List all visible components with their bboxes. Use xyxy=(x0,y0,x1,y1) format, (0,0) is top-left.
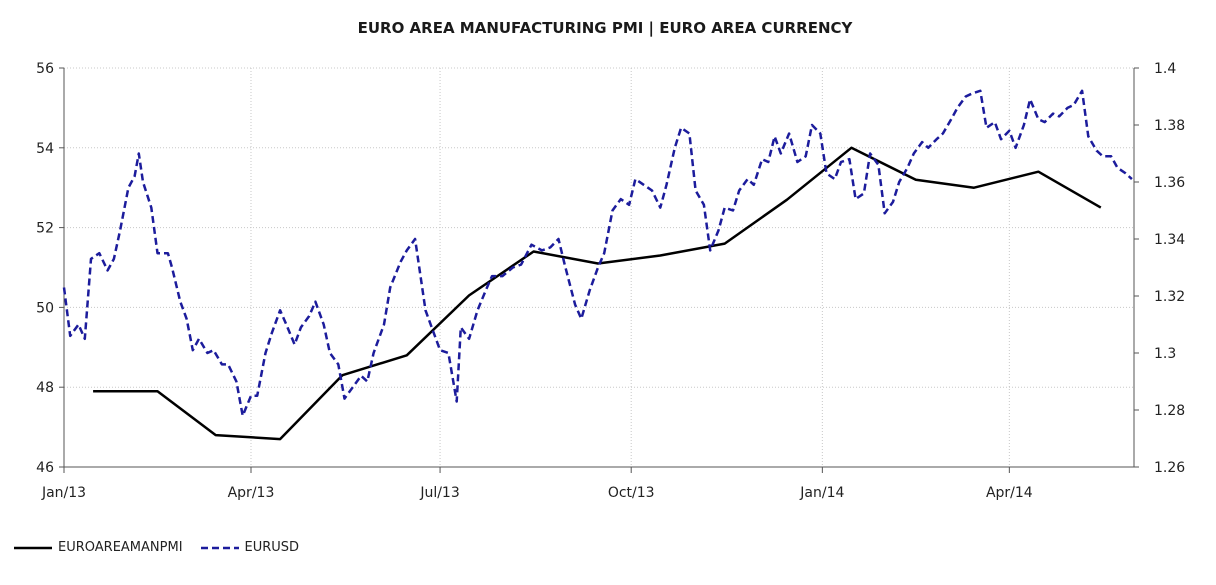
x-tick-label: Apr/13 xyxy=(228,485,275,501)
legend-label-pmi: EUROAREAMANPMI xyxy=(58,540,183,555)
y-left-tick-label: 50 xyxy=(36,300,54,316)
legend-item-eurusd: EURUSD xyxy=(200,540,300,555)
x-tick-label: Jul/13 xyxy=(419,485,459,501)
y-left-tick-label: 48 xyxy=(36,380,54,396)
x-tick-label: Oct/13 xyxy=(608,485,655,501)
y-right-tick-label: 1.26 xyxy=(1154,460,1185,476)
y-right-tick-label: 1.28 xyxy=(1154,403,1185,419)
legend-label-eurusd: EURUSD xyxy=(244,540,300,555)
y-left-tick-label: 54 xyxy=(36,141,54,157)
y-right-tick-label: 1.4 xyxy=(1154,61,1176,77)
y-right-tick-label: 1.36 xyxy=(1154,175,1185,191)
series-layer xyxy=(62,89,1133,441)
axes: Jan/13 Apr/13 Jul/13 Oct/13 Jan/14 Apr/14 46 48… xyxy=(36,61,1185,501)
x-tick-label: Jan/14 xyxy=(799,485,844,501)
y-right-tick-label: 1.32 xyxy=(1154,289,1185,305)
y-left-tick-label: 52 xyxy=(36,221,54,237)
y-right-tick-label: 1.34 xyxy=(1154,232,1185,248)
y-left-tick-label: 56 xyxy=(36,61,54,77)
legend: EUROAREAMANPMI EURUSD xyxy=(14,540,317,555)
legend-item-pmi: EUROAREAMANPMI xyxy=(14,540,183,555)
chart-title: EURO AREA MANUFACTURING PMI | EURO AREA … xyxy=(358,19,854,38)
x-tick-label: Apr/14 xyxy=(986,485,1033,501)
y-left-tick-label: 46 xyxy=(36,460,54,476)
series-line-euroareamanpmi xyxy=(93,146,1102,441)
y-right-tick-label: 1.38 xyxy=(1154,118,1185,134)
grid-lines xyxy=(64,67,1134,468)
legend-swatch-pmi xyxy=(14,543,52,553)
series-line-eurusd xyxy=(62,89,1133,417)
legend-swatch-eurusd xyxy=(200,543,239,553)
y-right-tick-label: 1.3 xyxy=(1154,346,1176,362)
x-tick-label: Jan/13 xyxy=(41,485,86,501)
